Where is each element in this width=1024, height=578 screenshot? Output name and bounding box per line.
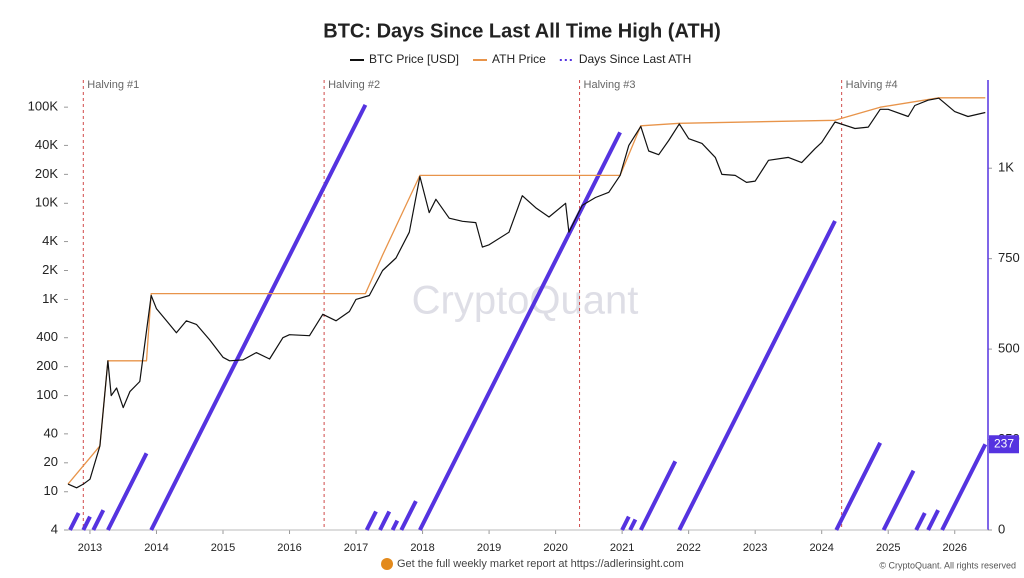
chart-title: BTC: Days Since Last All Time High (ATH) — [323, 20, 720, 42]
legend-label: ATH Price — [492, 52, 546, 66]
x-tick-label: 2024 — [809, 542, 833, 554]
series-line — [68, 104, 988, 531]
x-tick-label: 2013 — [78, 542, 102, 554]
y-tick-label: 40 — [44, 425, 58, 440]
watermark: CryptoQuant — [412, 279, 639, 323]
x-tick-label: 2020 — [543, 542, 567, 554]
legend-item: ATH Price — [473, 52, 546, 66]
x-tick-label: 2026 — [942, 542, 966, 554]
x-tick-label: 2016 — [277, 542, 301, 554]
legend-item: BTC Price [USD] — [350, 52, 459, 66]
y-tick-label: 200 — [36, 358, 58, 373]
copyright: © CryptoQuant. All rights reserved — [879, 560, 1016, 570]
x-tick-label: 2017 — [344, 542, 368, 554]
x-tick-label: 2014 — [144, 542, 168, 554]
y-tick-label: 2K — [42, 262, 58, 277]
x-tick-label: 2019 — [477, 542, 501, 554]
footer-icon — [381, 558, 393, 570]
x-tick-label: 2023 — [743, 542, 767, 554]
halving-label: Halving #4 — [846, 79, 898, 91]
y-tick-label: 400 — [36, 329, 58, 344]
y2-tick-label: 1K — [998, 160, 1014, 175]
y-tick-label: 10 — [44, 483, 58, 498]
footer-text: Get the full weekly market report at htt… — [397, 558, 684, 570]
y-tick-label: 100K — [28, 99, 59, 114]
y-tick-label: 40K — [35, 137, 58, 152]
y-tick-label: 1K — [42, 291, 58, 306]
y-tick-label: 4 — [51, 521, 58, 536]
x-tick-label: 2022 — [676, 542, 700, 554]
y-tick-label: 4K — [42, 233, 58, 248]
y-tick-label: 100 — [36, 387, 58, 402]
y-tick-label: 20 — [44, 454, 58, 469]
last-value-box — [989, 435, 1019, 454]
y-tick-label: 20K — [35, 166, 58, 181]
y2-tick-label: 0 — [998, 521, 1005, 536]
x-tick-label: 2018 — [410, 542, 434, 554]
x-tick-label: 2021 — [610, 542, 634, 554]
series-line — [67, 97, 986, 489]
legend-label: BTC Price [USD] — [369, 52, 459, 66]
legend-item: Days Since Last ATH — [559, 52, 692, 66]
x-tick-label: 2025 — [876, 542, 900, 554]
y-tick-label: 10K — [35, 195, 58, 210]
halving-label: Halving #1 — [87, 79, 139, 91]
y2-tick-label: 750 — [998, 250, 1020, 265]
x-tick-label: 2015 — [211, 542, 235, 554]
halving-label: Halving #3 — [584, 79, 636, 91]
y2-tick-label: 500 — [998, 341, 1020, 356]
series-line — [67, 97, 986, 485]
last-value-label: 237 — [994, 436, 1014, 450]
legend-label: Days Since Last ATH — [579, 52, 692, 66]
halving-label: Halving #2 — [328, 79, 380, 91]
